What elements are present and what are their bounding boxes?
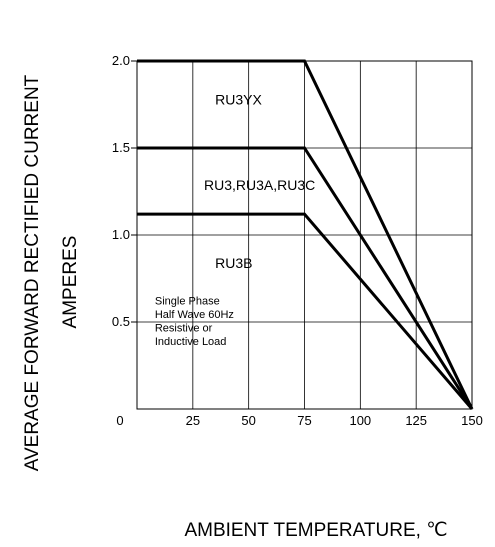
- series-line: [137, 59, 474, 410]
- annotation-line: Half Wave 60Hz: [155, 309, 234, 321]
- y-axis-title-line2: AMPERES: [60, 236, 81, 329]
- y-tick-label: 2.0: [112, 53, 130, 68]
- series-line: [137, 146, 474, 410]
- y-tick-label: 0.5: [112, 314, 130, 329]
- x-tick-label: 150: [461, 413, 483, 428]
- annotation-line: Inductive Load: [155, 336, 227, 348]
- tick-labels: 0.5 1.0 1.5 2.0 0 25 50 75 100 125 150: [112, 53, 483, 428]
- annotation-line: Single Phase: [155, 296, 220, 308]
- series-labels: RU3YX RU3,RU3A,RU3C RU3B: [204, 92, 315, 272]
- annotation-line: Resistive or: [155, 323, 213, 335]
- y-tick-label: 1.5: [112, 140, 130, 155]
- series-label: RU3B: [215, 255, 252, 271]
- series-lines: [137, 59, 474, 410]
- x-tick-label: 0: [116, 413, 123, 428]
- x-tick-label: 100: [349, 413, 371, 428]
- series-label: RU3,RU3A,RU3C: [204, 177, 315, 193]
- x-tick-label: 50: [241, 413, 255, 428]
- grid: [136, 60, 473, 410]
- series-line: [137, 212, 474, 410]
- y-tick-label: 1.0: [112, 227, 130, 242]
- x-tick-label: 25: [186, 413, 200, 428]
- series-label: RU3YX: [215, 92, 262, 108]
- x-axis-title: AMBIENT TEMPERATURE, ℃: [184, 520, 447, 541]
- x-tick-label: 125: [405, 413, 427, 428]
- x-tick-label: 75: [297, 413, 311, 428]
- y-axis-title-line1: AVERAGE FORWARD RECTIFIED CURRENT: [22, 74, 43, 471]
